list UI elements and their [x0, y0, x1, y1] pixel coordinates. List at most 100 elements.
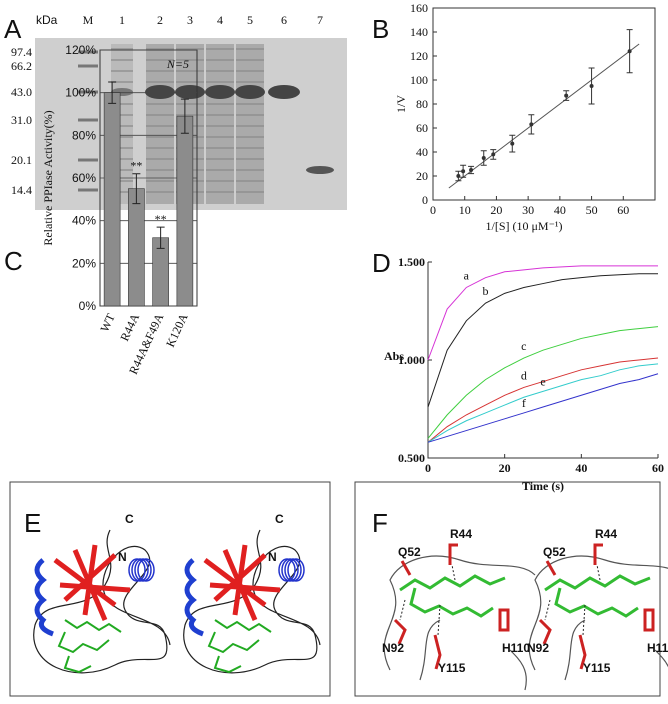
x-tick-label: 0	[430, 203, 436, 217]
minor-band	[176, 48, 204, 50]
helix-left	[184, 558, 204, 637]
lane-label: M	[83, 13, 94, 27]
error-bar	[132, 173, 141, 205]
minor-band	[146, 147, 174, 149]
point	[461, 169, 466, 174]
residue-label: Y115	[583, 661, 611, 675]
minor-band	[176, 114, 204, 116]
point	[456, 174, 461, 178]
minor-band	[146, 180, 174, 182]
minor-band	[146, 158, 174, 160]
minor-band	[206, 147, 234, 149]
x-tick-label: 20	[499, 461, 511, 475]
minor-band	[236, 147, 264, 149]
residue-label: Y115	[438, 661, 466, 675]
x-tick-label: 50	[586, 203, 598, 217]
panel-letter: B	[372, 14, 389, 44]
minor-band	[236, 191, 264, 193]
lane-label: 3	[187, 13, 193, 27]
minor-band	[206, 191, 234, 193]
x-tick-label: R44A	[117, 311, 142, 343]
y-tick-label: 60%	[72, 171, 96, 185]
backbone	[183, 529, 321, 674]
residue-label: R44	[595, 527, 617, 541]
x-tick-label: 30	[522, 203, 534, 217]
minor-band	[111, 191, 133, 193]
strands	[203, 544, 281, 621]
minor-band	[111, 169, 133, 171]
ligand	[207, 619, 272, 674]
y-tick-label: 40%	[72, 214, 96, 228]
y-tick-label: 1.000	[398, 353, 425, 367]
minor-band	[111, 125, 133, 127]
curve	[427, 273, 658, 408]
y-tick-label: 40	[416, 145, 428, 159]
marker-band	[78, 64, 98, 68]
lane-label: 2	[157, 13, 163, 27]
error-bar	[108, 81, 117, 104]
terminus-label: N	[268, 550, 277, 564]
minor-band	[236, 136, 264, 138]
minor-band	[111, 158, 133, 160]
curve-label: a	[464, 268, 470, 282]
minor-band	[146, 81, 174, 83]
panel-letter: A	[4, 14, 22, 44]
side-chains	[538, 543, 655, 670]
main-band	[175, 85, 205, 99]
marker-label: 14.4	[11, 183, 32, 197]
minor-band	[111, 136, 133, 138]
lane-label: 4	[217, 13, 223, 27]
x-tick-label: 40	[575, 461, 587, 475]
point	[529, 122, 534, 127]
y-tick-label: 120	[410, 49, 428, 63]
helix-right	[137, 558, 155, 582]
curve	[427, 357, 659, 443]
error-bar	[156, 226, 165, 249]
main-band	[145, 85, 175, 99]
terminus-label: N	[118, 550, 127, 564]
residue-label: N92	[382, 641, 404, 655]
x-tick-label: 20	[490, 203, 502, 217]
curve-label: d	[521, 368, 527, 382]
minor-band	[111, 147, 133, 149]
y-axis-label: Abs	[384, 349, 404, 363]
minor-band	[206, 169, 234, 171]
point	[481, 156, 486, 160]
plot-frame	[432, 7, 656, 201]
point	[469, 168, 474, 172]
x-tick-label: 0	[425, 461, 431, 475]
ligand	[57, 619, 122, 674]
marker-label: 43.0	[11, 85, 32, 99]
curve	[427, 363, 659, 443]
helix-left	[34, 558, 54, 637]
curve	[427, 265, 658, 361]
minor-band	[236, 180, 264, 182]
minor-band	[206, 158, 234, 160]
residue-label: Q52	[398, 545, 421, 559]
terminus-label: C	[275, 512, 284, 526]
y-tick-label: 0	[422, 193, 428, 207]
panel-letter: C	[4, 246, 23, 276]
minor-band	[146, 59, 174, 61]
minor-band	[206, 59, 234, 61]
curve-label: e	[540, 374, 545, 388]
minor-band	[236, 81, 264, 83]
panel-letter: E	[24, 508, 41, 538]
bar	[103, 92, 121, 307]
lane-label: 5	[247, 13, 253, 27]
minor-band	[206, 136, 234, 138]
minor-band	[236, 48, 264, 50]
y-tick-label: 160	[410, 1, 428, 15]
ligand	[399, 574, 506, 618]
error-bar	[180, 98, 189, 134]
point	[510, 141, 515, 146]
minor-band	[236, 103, 264, 105]
y-tick-label: 100	[410, 73, 428, 87]
x-tick-label: 60	[652, 461, 664, 475]
minor-band	[146, 70, 174, 72]
y-axis-label: 1/V	[394, 95, 408, 113]
minor-band	[146, 169, 174, 171]
ligand	[544, 574, 651, 618]
minor-band	[146, 191, 174, 193]
